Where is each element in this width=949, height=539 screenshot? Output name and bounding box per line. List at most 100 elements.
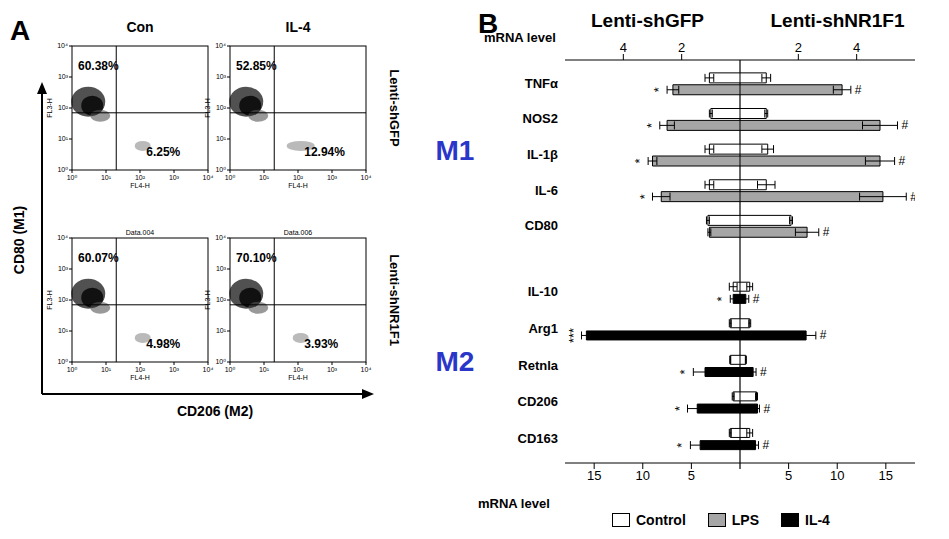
html-text:Lenti-shNR1F1: Lenti-shNR1F1 (770, 10, 905, 31)
svg-text:60.07%: 60.07% (78, 251, 119, 265)
svg-text:10²: 10² (58, 296, 69, 303)
svg-text:IL-4: IL-4 (286, 19, 311, 35)
svg-text:10⁰: 10⁰ (57, 358, 68, 365)
svg-text:#: # (855, 83, 862, 97)
svg-text:10¹: 10¹ (101, 174, 112, 181)
svg-text:10³: 10³ (58, 73, 69, 80)
svg-text:12.94%: 12.94% (304, 145, 345, 159)
svg-text:10¹: 10¹ (216, 327, 227, 334)
svg-text:Lenti-shGFP: Lenti-shGFP (387, 69, 402, 147)
svg-text:10²: 10² (135, 366, 146, 373)
html-text:M1: M1 (435, 135, 475, 166)
svg-text:*: * (632, 158, 647, 163)
svg-text:10³: 10³ (327, 174, 338, 181)
svg-text:10⁰: 10⁰ (215, 358, 226, 365)
svg-text:4: 4 (620, 40, 627, 55)
svg-text:15: 15 (587, 468, 601, 483)
svg-text:A: A (10, 15, 30, 46)
svg-text:FL3-H: FL3-H (46, 290, 53, 309)
svg-text:10²: 10² (135, 174, 146, 181)
svg-text:2: 2 (795, 40, 802, 55)
svg-text:10⁰: 10⁰ (225, 174, 236, 181)
svg-text:10¹: 10¹ (58, 135, 69, 142)
svg-text:10⁴: 10⁴ (203, 174, 214, 181)
svg-text:10⁴: 10⁴ (57, 234, 68, 241)
svg-text:10²: 10² (58, 104, 69, 111)
svg-text:10⁴: 10⁴ (215, 234, 226, 241)
svg-text:10⁰: 10⁰ (57, 166, 68, 173)
html-text:TNFα: TNFα (524, 75, 558, 91)
svg-text:10⁰: 10⁰ (67, 366, 78, 373)
svg-text:#: # (820, 328, 827, 342)
svg-text:FL4-H: FL4-H (288, 374, 307, 381)
svg-text:5: 5 (785, 468, 792, 483)
svg-text:52.85%: 52.85% (236, 59, 277, 73)
svg-text:10³: 10³ (169, 366, 180, 373)
svg-text:10¹: 10¹ (58, 327, 69, 334)
svg-text:70.10%: 70.10% (236, 251, 277, 265)
svg-text:10²: 10² (293, 174, 304, 181)
svg-text:*: * (714, 296, 729, 301)
svg-text:10⁴: 10⁴ (361, 366, 372, 373)
svg-text:15: 15 (879, 468, 893, 483)
svg-text:*: * (677, 369, 692, 374)
html-text:M2: M2 (435, 345, 475, 377)
svg-text:10⁰: 10⁰ (225, 366, 236, 373)
svg-text:***: *** (566, 328, 581, 343)
svg-text:#: # (899, 154, 906, 168)
svg-text:10⁴: 10⁴ (57, 42, 68, 49)
svg-text:4: 4 (853, 40, 860, 55)
svg-text:Con: Con (126, 19, 153, 35)
svg-text:10¹: 10¹ (216, 135, 227, 142)
svg-text:3.93%: 3.93% (304, 337, 338, 351)
svg-text:10¹: 10¹ (101, 366, 112, 373)
svg-text:FL3-H: FL3-H (204, 98, 211, 117)
svg-text:CD206 (M2): CD206 (M2) (177, 403, 253, 419)
svg-text:10³: 10³ (216, 73, 227, 80)
svg-text:10: 10 (830, 468, 844, 483)
svg-text:#: # (753, 292, 760, 306)
svg-text:10⁴: 10⁴ (215, 42, 226, 49)
svg-text:#: # (762, 438, 769, 452)
svg-text:FL4-H: FL4-H (130, 374, 149, 381)
html-text:Lenti-shGFP: Lenti-shGFP (591, 10, 704, 31)
svg-text:10⁴: 10⁴ (203, 366, 214, 373)
svg-text:#: # (763, 402, 770, 416)
svg-text:10³: 10³ (169, 174, 180, 181)
svg-text:Data.006: Data.006 (284, 229, 313, 236)
svg-text:10³: 10³ (216, 265, 227, 272)
svg-text:10¹: 10¹ (259, 366, 270, 373)
svg-text:#: # (823, 225, 830, 239)
svg-text:*: * (672, 406, 687, 411)
svg-text:60.38%: 60.38% (78, 59, 119, 73)
svg-text:#: # (760, 365, 767, 379)
svg-text:FL3-H: FL3-H (46, 98, 53, 117)
svg-text:10²: 10² (216, 296, 227, 303)
html-text:B: B (478, 8, 499, 39)
svg-text:5: 5 (688, 468, 695, 483)
svg-text:10⁰: 10⁰ (67, 174, 78, 181)
svg-text:2: 2 (678, 40, 685, 55)
svg-text:CD80 (M1): CD80 (M1) (11, 206, 27, 274)
svg-text:FL4-H: FL4-H (288, 182, 307, 189)
svg-text:#: # (910, 190, 915, 204)
svg-text:10⁴: 10⁴ (361, 174, 372, 181)
svg-text:10: 10 (636, 468, 650, 483)
svg-text:FL3-H: FL3-H (204, 290, 211, 309)
svg-text:*: * (637, 194, 652, 199)
svg-text:10²: 10² (216, 104, 227, 111)
svg-text:Data.004: Data.004 (126, 229, 155, 236)
svg-text:FL4-H: FL4-H (130, 182, 149, 189)
svg-text:6.25%: 6.25% (146, 145, 180, 159)
svg-text:*: * (674, 443, 689, 448)
svg-text:#: # (902, 118, 909, 132)
svg-text:Lenti-shNR1F1: Lenti-shNR1F1 (387, 254, 402, 346)
svg-text:*: * (644, 123, 659, 128)
svg-text:10¹: 10¹ (259, 174, 270, 181)
svg-text:10³: 10³ (58, 265, 69, 272)
svg-text:10³: 10³ (327, 366, 338, 373)
svg-text:*: * (651, 87, 666, 92)
svg-text:10²: 10² (293, 366, 304, 373)
svg-text:10⁰: 10⁰ (215, 166, 226, 173)
svg-text:4.98%: 4.98% (146, 337, 180, 351)
